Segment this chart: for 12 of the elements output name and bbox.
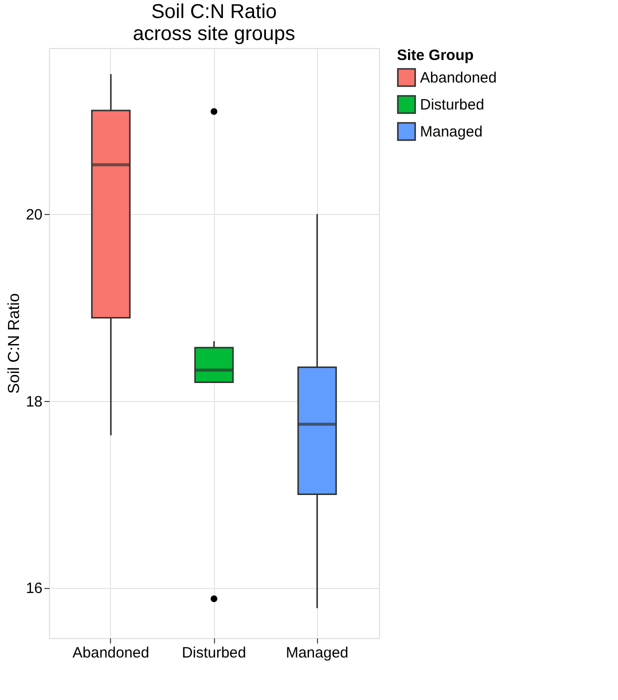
- y-tick-label: 16: [26, 580, 42, 598]
- y-tick-label: 20: [26, 206, 42, 224]
- chart-title: Soil C:N Ratio across site groups: [132, 1, 296, 45]
- legend-label: Managed: [420, 124, 483, 140]
- x-tick-label: Abandoned: [72, 644, 150, 662]
- y-tick-label: 18: [26, 393, 42, 410]
- legend-label: Disturbed: [420, 96, 484, 114]
- x-tick-label: Disturbed: [182, 644, 246, 662]
- legend-label: Abandoned: [420, 70, 497, 86]
- y-axis-title: Soil C:N Ratio: [6, 293, 23, 394]
- legend-title: Site Group: [397, 47, 474, 64]
- x-tick-label: Managed: [286, 644, 348, 662]
